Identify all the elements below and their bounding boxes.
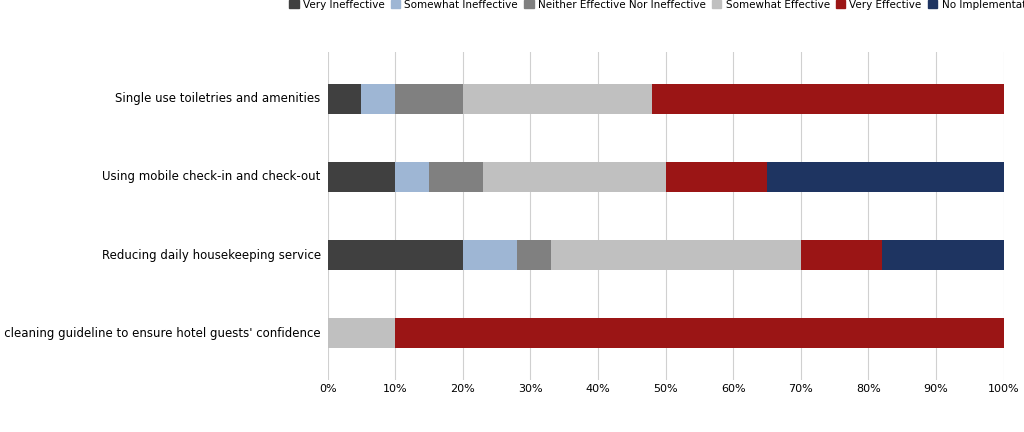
Bar — [395, 162, 429, 192]
Bar — [801, 240, 882, 270]
Bar — [328, 318, 395, 348]
Bar — [463, 84, 652, 114]
Bar — [767, 162, 1004, 192]
Bar — [328, 84, 361, 114]
Bar — [328, 162, 395, 192]
Bar — [328, 240, 463, 270]
Bar — [463, 240, 517, 270]
Bar — [652, 84, 1004, 114]
Bar — [517, 240, 551, 270]
Bar — [395, 318, 1004, 348]
Bar — [361, 84, 395, 114]
Bar — [395, 84, 463, 114]
Legend: Very Ineffective, Somewhat Ineffective, Neither Effective Nor Ineffective, Somew: Very Ineffective, Somewhat Ineffective, … — [288, 0, 1024, 12]
Bar — [882, 240, 1004, 270]
Bar — [551, 240, 801, 270]
Bar — [483, 162, 666, 192]
Bar — [666, 162, 767, 192]
Bar — [429, 162, 483, 192]
